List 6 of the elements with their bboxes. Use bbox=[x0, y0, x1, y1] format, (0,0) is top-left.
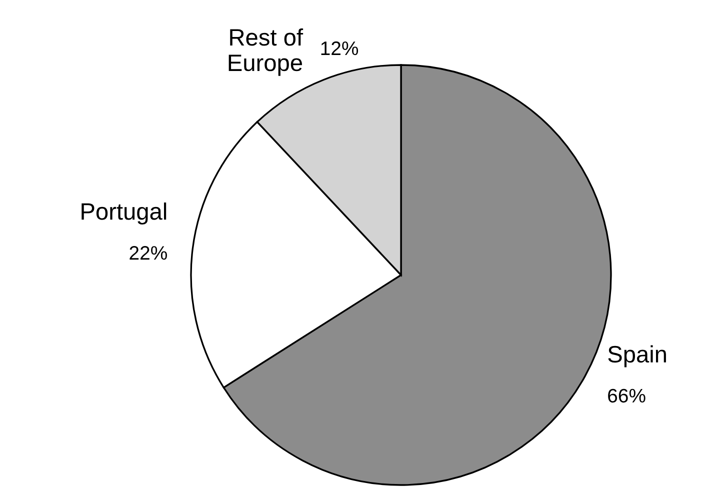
data-label: 66% bbox=[608, 388, 646, 403]
slice-label: Rest of Europe bbox=[228, 28, 304, 76]
slice-label: Portugal bbox=[82, 202, 166, 225]
data-label: 12% bbox=[321, 41, 358, 56]
data-label: 22% bbox=[130, 246, 167, 260]
slice-label: Spain bbox=[608, 345, 666, 368]
